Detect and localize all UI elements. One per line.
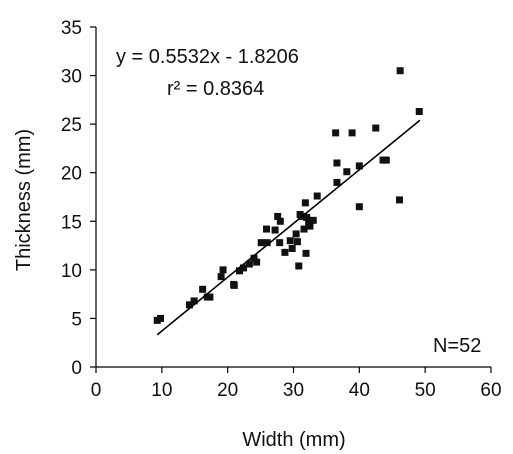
r-squared-label: r² = 0.8364 xyxy=(167,78,264,100)
data-point xyxy=(185,301,193,309)
data-point xyxy=(190,297,198,305)
data-point xyxy=(302,249,310,257)
data-point xyxy=(293,238,301,246)
data-point xyxy=(303,213,311,221)
data-point xyxy=(236,267,244,275)
data-point xyxy=(305,218,313,226)
y-ticks: 0 5 10 15 20 25 30 35 xyxy=(61,18,96,379)
x-tick-label: 20 xyxy=(217,380,238,401)
data-point xyxy=(250,254,258,262)
data-point xyxy=(309,216,317,224)
data-point xyxy=(288,244,296,252)
y-tick-label: 0 xyxy=(71,358,82,379)
data-point xyxy=(274,212,282,220)
data-point xyxy=(382,156,390,164)
data-point xyxy=(396,67,404,75)
x-tick-label: 10 xyxy=(151,380,172,401)
data-point xyxy=(295,262,303,270)
data-point xyxy=(301,199,309,207)
data-point xyxy=(263,239,271,247)
regression-equation: y = 0.5532x - 1.8206 xyxy=(116,46,299,68)
data-point xyxy=(292,230,300,238)
data-point xyxy=(263,225,271,233)
y-tick-label: 30 xyxy=(61,67,82,88)
y-tick-label: 15 xyxy=(61,212,82,233)
data-point xyxy=(253,258,261,266)
x-ticks: 0 10 20 30 40 50 60 xyxy=(91,367,502,401)
data-point xyxy=(372,124,380,132)
data-point xyxy=(355,203,363,211)
data-point xyxy=(199,285,207,293)
data-point xyxy=(219,266,227,274)
x-tick-label: 50 xyxy=(415,380,436,401)
y-tick-label: 5 xyxy=(71,309,82,330)
x-tick-label: 30 xyxy=(283,380,304,401)
data-point xyxy=(286,237,294,245)
data-point xyxy=(348,129,356,137)
trendline xyxy=(156,119,421,336)
x-axis-title: Width (mm) xyxy=(242,429,345,451)
data-point xyxy=(333,159,341,167)
data-point xyxy=(300,225,308,233)
data-point xyxy=(230,281,238,289)
data-point xyxy=(355,162,363,170)
data-point xyxy=(276,217,284,225)
data-point xyxy=(239,264,247,272)
y-axis-title: Thickness (mm) xyxy=(13,129,35,271)
x-tick-label: 0 xyxy=(91,380,102,401)
data-point xyxy=(157,314,165,322)
y-tick-label: 10 xyxy=(61,261,82,282)
y-tick-label: 25 xyxy=(61,115,82,136)
data-point xyxy=(313,192,321,200)
data-point xyxy=(257,239,265,247)
data-point xyxy=(281,248,289,256)
data-point xyxy=(245,260,253,268)
data-point xyxy=(276,239,284,247)
data-point xyxy=(332,129,340,137)
data-point xyxy=(415,108,423,116)
axes xyxy=(95,27,491,368)
data-points xyxy=(153,67,423,324)
sample-size-label: N=52 xyxy=(433,335,481,357)
y-tick-label: 35 xyxy=(61,18,82,39)
x-tick-label: 40 xyxy=(349,380,370,401)
y-tick-label: 20 xyxy=(61,164,82,185)
data-point xyxy=(395,196,403,204)
x-tick-label: 60 xyxy=(480,380,501,401)
data-point xyxy=(306,222,314,230)
data-point xyxy=(343,168,351,176)
data-point xyxy=(217,273,225,281)
data-point xyxy=(333,178,341,186)
data-point xyxy=(271,226,279,234)
data-point xyxy=(206,293,214,301)
